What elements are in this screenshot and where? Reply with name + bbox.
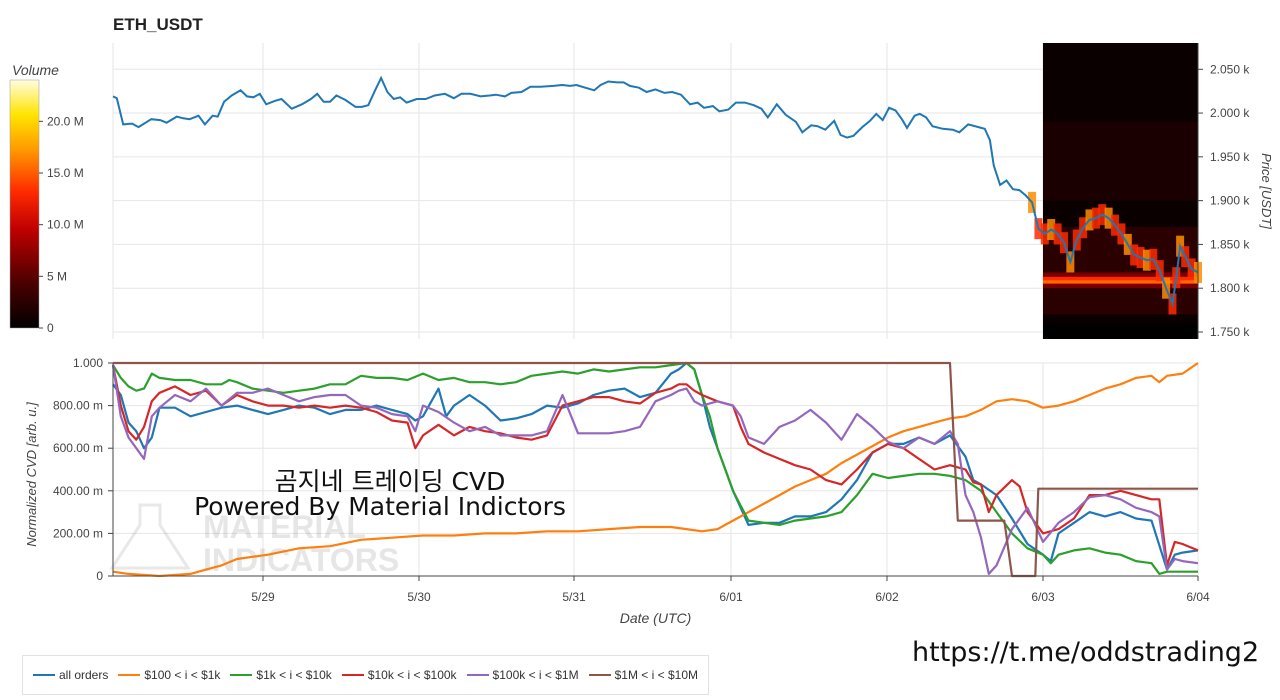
overlay-subtitle: Powered By Material Indictors bbox=[194, 492, 566, 521]
cvd-x-tick-label: 6/04 bbox=[1186, 590, 1210, 604]
legend-label: $100k < i < $1M bbox=[492, 668, 579, 682]
legend-label: $10k < i < $100k bbox=[367, 668, 457, 682]
cvd-series-line-5 bbox=[113, 361, 1198, 578]
legend-swatch-all-orders bbox=[33, 674, 55, 676]
cvd-series-line-4 bbox=[111, 364, 1199, 576]
cvd-series-line-0 bbox=[112, 361, 1199, 571]
colorbar-tick-label: 10.0 M bbox=[47, 218, 84, 232]
price-y-tick-label: 1.800 k bbox=[1210, 281, 1250, 295]
legend-item-all-orders[interactable]: all orders bbox=[33, 668, 108, 682]
chart-title: ETH_USDT bbox=[113, 15, 203, 34]
heatmap-band bbox=[1043, 121, 1198, 201]
watermark-line1: MATERIAL bbox=[203, 509, 366, 545]
heatmap-band bbox=[1043, 280, 1198, 284]
legend: all orders $100 < i < $1k $1k < i < $10k… bbox=[22, 655, 709, 695]
colorbar-tick-label: 20.0 M bbox=[47, 114, 84, 128]
cvd-x-tick-label: 5/31 bbox=[562, 590, 586, 604]
cvd-series-line-2 bbox=[112, 361, 1198, 576]
colorbar-tick-label: 5 M bbox=[47, 269, 67, 283]
price-y-tick-label: 2.050 k bbox=[1210, 62, 1250, 76]
price-y-tick-label: 1.900 k bbox=[1210, 194, 1250, 208]
price-y-tick-label: 1.850 k bbox=[1210, 237, 1250, 251]
cvd-x-tick-label: 6/01 bbox=[719, 590, 743, 604]
legend-label: $1M < i < $10M bbox=[614, 668, 698, 682]
heatmap-band bbox=[1043, 323, 1198, 339]
legend-swatch-100k-1m bbox=[466, 674, 489, 676]
cvd-series-line-1 bbox=[112, 362, 1199, 578]
legend-swatch-100-1k bbox=[118, 674, 141, 676]
legend-item-1k-10k[interactable]: $1k < i < $10k bbox=[230, 668, 332, 682]
price-line bbox=[112, 75, 1199, 308]
legend-item-10k-100k[interactable]: $10k < i < $100k bbox=[341, 668, 457, 682]
legend-swatch-1k-10k bbox=[230, 674, 253, 676]
legend-swatch-10k-100k bbox=[341, 674, 364, 676]
cvd-y-tick-label: 400.00 m bbox=[53, 484, 103, 498]
legend-label: $1k < i < $10k bbox=[256, 668, 332, 682]
legend-label: $100 < i < $1k bbox=[144, 668, 221, 682]
cvd-y-tick-label: 200.00 m bbox=[53, 526, 103, 540]
price-y-tick-label: 2.000 k bbox=[1210, 106, 1250, 120]
cvd-x-tick-label: 6/02 bbox=[875, 590, 899, 604]
flask-icon bbox=[109, 503, 191, 570]
cvd-y-tick-label: 1.000 bbox=[73, 356, 103, 370]
cvd-x-tick-label: 5/29 bbox=[251, 590, 275, 604]
cvd-y-tick-label: 600.00 m bbox=[53, 441, 103, 455]
overlay-title: 곰지네 트레이딩 CVD bbox=[274, 467, 506, 496]
cvd-series-line-3 bbox=[111, 364, 1199, 567]
cvd-x-tick-label: 5/30 bbox=[407, 590, 431, 604]
volume-colorbar-gradient bbox=[9, 79, 40, 329]
legend-label: all orders bbox=[59, 668, 109, 682]
colorbar-tick-label: 0 bbox=[47, 321, 54, 335]
legend-item-100-1k[interactable]: $100 < i < $1k bbox=[118, 668, 220, 682]
cvd-y-tick-label: 0 bbox=[96, 569, 103, 583]
price-axis-label: Price [USDT] bbox=[1259, 153, 1274, 229]
cvd-y-axis-label: Normalized CVD [arb. u.] bbox=[24, 402, 39, 547]
price-y-tick-label: 1.950 k bbox=[1210, 150, 1250, 164]
price-y-tick-label: 1.750 k bbox=[1210, 325, 1250, 339]
volume-label: Volume bbox=[12, 62, 59, 78]
legend-swatch-1m-10m bbox=[588, 674, 611, 676]
cvd-y-tick-label: 800.00 m bbox=[53, 399, 103, 413]
volume-colorbar: 0 5 M 10.0 M 15.0 M 20.0 M bbox=[9, 79, 84, 335]
colorbar-tick-label: 15.0 M bbox=[47, 166, 84, 180]
cvd-x-tick-label: 6/03 bbox=[1031, 590, 1055, 604]
price-chart: 1.750 k 1.800 k 1.850 k 1.900 k 1.950 k 2.000… bbox=[112, 43, 1274, 339]
cvd-x-axis-label: Date (UTC) bbox=[620, 610, 692, 626]
legend-item-1m-10m[interactable]: $1M < i < $10M bbox=[588, 668, 698, 682]
legend-item-100k-1m[interactable]: $100k < i < $1M bbox=[466, 668, 579, 682]
telegram-link[interactable]: https://t.me/oddstrading2 bbox=[912, 637, 1260, 668]
